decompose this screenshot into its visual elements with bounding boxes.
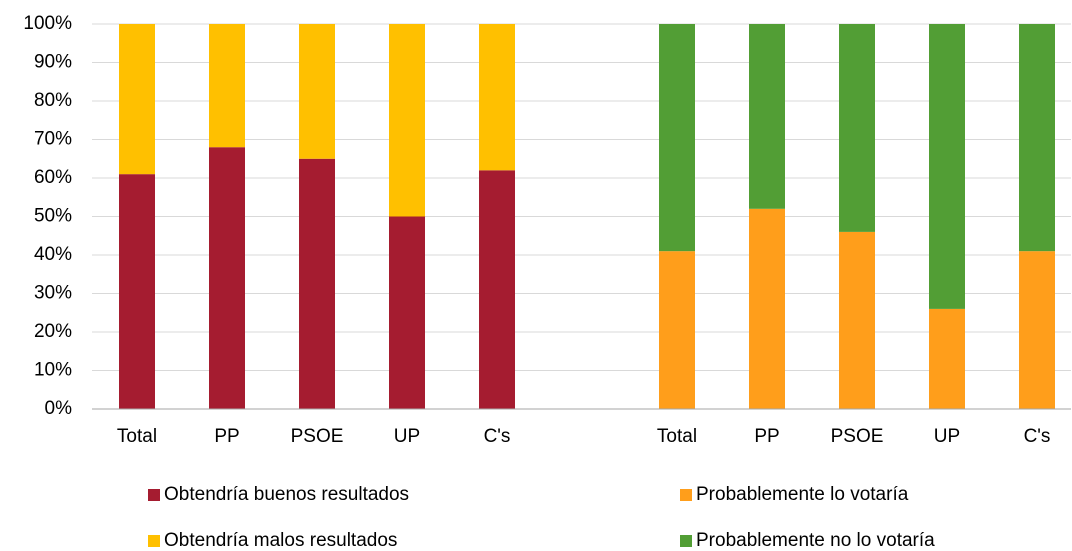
bar-segment: [479, 170, 515, 409]
legend-swatch: [680, 535, 692, 547]
x-tick-label: PSOE: [831, 426, 884, 447]
y-tick-label: 80%: [34, 90, 72, 111]
legend-label: Obtendría buenos resultados: [164, 484, 409, 505]
x-tick-label: UP: [394, 426, 420, 447]
bar-segment: [119, 174, 155, 409]
x-tick-label: PP: [214, 426, 239, 447]
x-tick-label: PP: [754, 426, 779, 447]
legend-label: Probablemente no lo votaría: [696, 530, 935, 551]
bar-segment: [209, 147, 245, 409]
bar-segment: [929, 308, 965, 409]
bar-segment: [749, 24, 785, 209]
y-tick-label: 0%: [45, 398, 73, 419]
legend-swatch: [680, 489, 692, 501]
bar-segment: [299, 158, 335, 409]
bar-segment: [1019, 24, 1055, 252]
y-tick-label: 40%: [34, 244, 72, 265]
bar-segment: [1019, 251, 1055, 409]
bar-segment: [839, 24, 875, 232]
y-tick-label: 60%: [34, 167, 72, 188]
bar-segment: [119, 24, 155, 175]
y-tick-label: 90%: [34, 52, 72, 73]
legend-label: Obtendría malos resultados: [164, 530, 397, 551]
bar-segment: [659, 24, 695, 252]
legend-swatch: [148, 489, 160, 501]
x-tick-label: C's: [484, 426, 511, 447]
bar-segment: [299, 24, 335, 159]
y-tick-label: 70%: [34, 129, 72, 150]
bar-segment: [389, 24, 425, 217]
y-tick-label: 100%: [23, 13, 72, 34]
x-tick-label: UP: [934, 426, 960, 447]
legend-label: Probablemente lo votaría: [696, 484, 909, 505]
y-tick-label: 50%: [34, 206, 72, 227]
y-tick-label: 10%: [34, 360, 72, 381]
bar-segment: [389, 216, 425, 409]
bar-segment: [839, 231, 875, 409]
legend-swatch: [148, 535, 160, 547]
bar-segment: [209, 24, 245, 148]
x-tick-label: Total: [117, 426, 157, 447]
x-tick-label: Total: [657, 426, 697, 447]
bar-segment: [479, 24, 515, 171]
y-tick-label: 30%: [34, 283, 72, 304]
y-tick-label: 20%: [34, 321, 72, 342]
x-tick-label: C's: [1024, 426, 1051, 447]
bar-segment: [929, 24, 965, 309]
x-tick-label: PSOE: [291, 426, 344, 447]
bar-segment: [659, 251, 695, 409]
bar-segment: [749, 208, 785, 409]
